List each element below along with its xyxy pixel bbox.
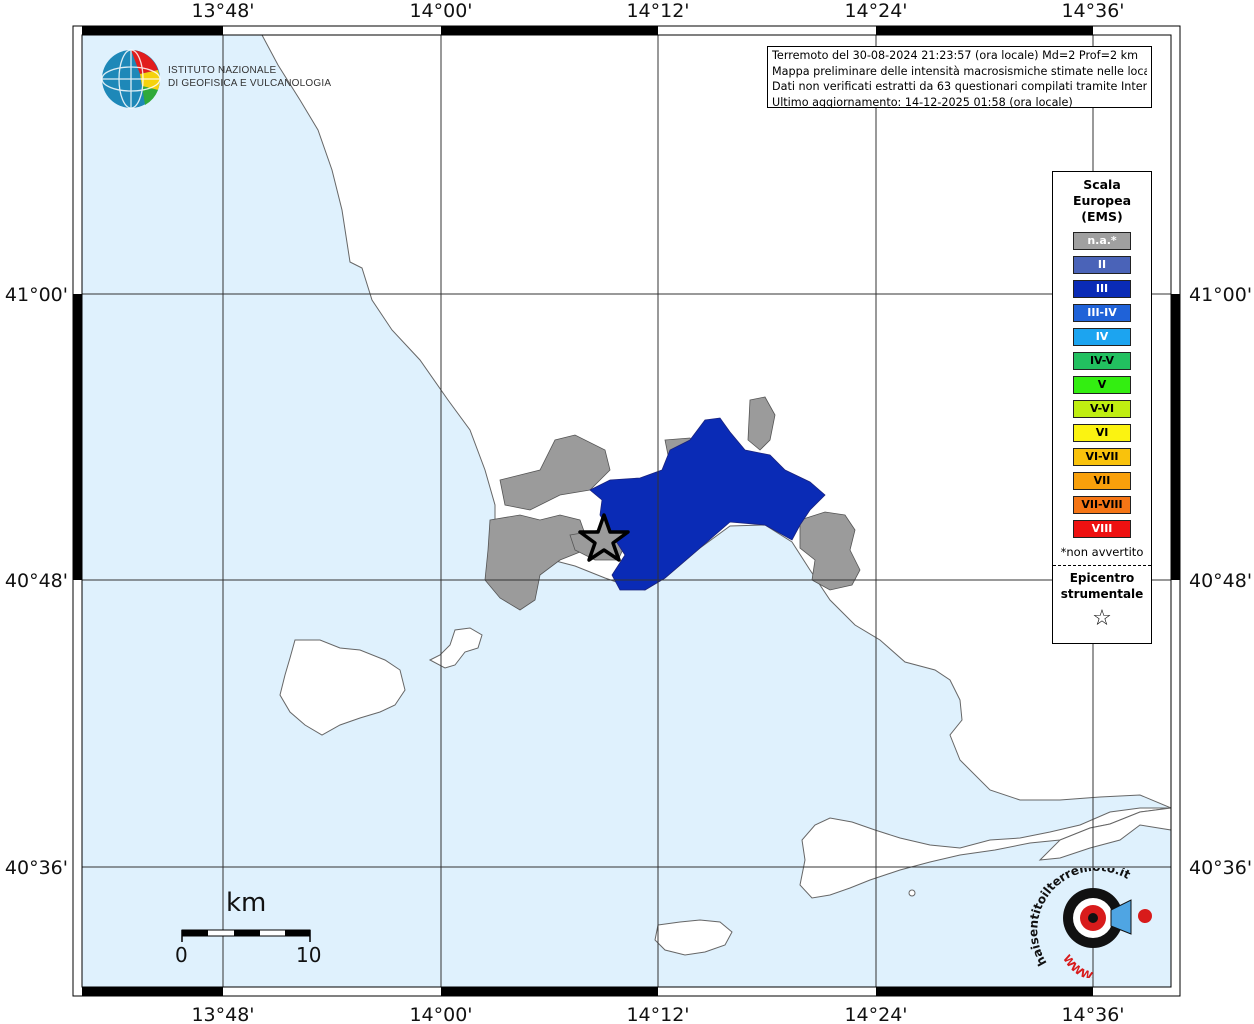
legend-swatch: IV-V <box>1073 352 1131 370</box>
ingv-logo <box>101 49 161 109</box>
legend-title: Scala Europea (EMS) <box>1053 177 1151 225</box>
legend-title-line: Scala <box>1083 177 1121 192</box>
legend-swatch: V-VI <box>1073 400 1131 418</box>
tick-label: 14°12' <box>626 1004 689 1024</box>
scale-unit: km <box>226 888 267 918</box>
intensity-III-area <box>589 417 826 591</box>
tick-label: 40°36' <box>5 857 68 879</box>
tick-label: 41°00' <box>1189 284 1252 306</box>
tick-label: 14°00' <box>409 0 472 22</box>
procida-island <box>428 627 483 669</box>
ticks-top: 13°48' 14°00' 14°12' 14°24' 14°36' <box>191 0 1124 22</box>
tick-label: 14°12' <box>626 0 689 22</box>
ingv-logo-text: ISTITUTO NAZIONALE DI GEOFISICA E VULCAN… <box>168 64 331 90</box>
legend-epicentre-label: Epicentro strumentale <box>1053 570 1151 602</box>
tick-label: 13°48' <box>191 0 254 22</box>
sorrento-peninsula <box>799 807 1172 899</box>
legend-swatch: VI-VII <box>1073 448 1131 466</box>
ingv-line1: ISTITUTO NAZIONALE <box>168 65 277 76</box>
legend-epicentre-line: strumentale <box>1060 587 1144 601</box>
tick-label: 14°36' <box>1061 1004 1124 1024</box>
legend-title-line: Europea <box>1072 193 1132 208</box>
tick-label: 14°36' <box>1061 0 1124 22</box>
ems-legend: Scala Europea (EMS) n.a.* II III III-IV IV IV… <box>1052 171 1152 644</box>
scale-max: 10 <box>296 943 322 967</box>
legend-swatch: III <box>1073 280 1131 298</box>
legend-swatches: n.a.* II III III-IV IV IV-V V V-VI VI VI-VII VII VI… <box>1053 232 1151 538</box>
map-frame <box>72 25 1181 997</box>
hsit-logo-url: WWW. <box>1060 953 1096 978</box>
event-info-line: Dati non verificati estratti da 63 quest… <box>772 80 1147 93</box>
ticks-bottom: 13°48' 14°00' 14°12' 14°24' 14°36' <box>191 1004 1124 1024</box>
legend-epicentre-line: Epicentro <box>1069 571 1135 585</box>
ingv-line2: DI GEOFISICA E VULCANOLOGIA <box>168 78 332 89</box>
legend-swatch: VII <box>1073 472 1131 490</box>
legend-swatch: VIII <box>1073 520 1131 538</box>
tick-label: 13°48' <box>191 1004 254 1024</box>
legend-star-icon: ☆ <box>1092 606 1112 631</box>
ticks-left: 41°00' 40°48' 40°36' <box>5 284 68 879</box>
hsit-logo[interactable]: haisentitoilterremoto.it WWW. <box>1025 868 1160 978</box>
ticks-right: 41°00' 40°48' 40°36' <box>1189 284 1252 879</box>
tick-label: 40°48' <box>5 570 68 592</box>
tick-label: 41°00' <box>5 284 68 306</box>
legend-swatch: n.a.* <box>1073 232 1131 250</box>
capri-island <box>654 919 733 956</box>
amalfi-coast <box>1038 807 1172 861</box>
ischia-island <box>279 639 406 736</box>
epicentre-star-icon <box>578 513 630 562</box>
event-info-line: Ultimo aggiornamento: 14-12-2025 01:58 (… <box>772 95 1073 108</box>
legend-swatch: III-IV <box>1073 304 1131 322</box>
event-info-box: Terremoto del 30-08-2024 21:23:57 (ora l… <box>767 46 1152 108</box>
legend-swatch: VII-VIII <box>1073 496 1131 514</box>
tick-label: 40°48' <box>1189 570 1252 592</box>
tick-label: 40°36' <box>1189 857 1252 879</box>
event-info-line: Terremoto del 30-08-2024 21:23:57 (ora l… <box>772 49 1139 62</box>
legend-note: *non avvertito <box>1060 545 1144 559</box>
scale-min: 0 <box>175 943 188 967</box>
islet <box>908 889 916 897</box>
tick-label: 14°24' <box>844 0 907 22</box>
scale-bar <box>181 929 311 942</box>
legend-swatch: VI <box>1073 424 1131 442</box>
tick-label: 14°00' <box>409 1004 472 1024</box>
legend-title-line: (EMS) <box>1081 209 1123 224</box>
legend-swatch: II <box>1073 256 1131 274</box>
event-info-line: Mappa preliminare delle intensità macros… <box>772 64 1147 78</box>
legend-swatch: IV <box>1073 328 1131 346</box>
tick-label: 14°24' <box>844 1004 907 1024</box>
legend-swatch: V <box>1073 376 1131 394</box>
legend-divider <box>1053 565 1151 566</box>
